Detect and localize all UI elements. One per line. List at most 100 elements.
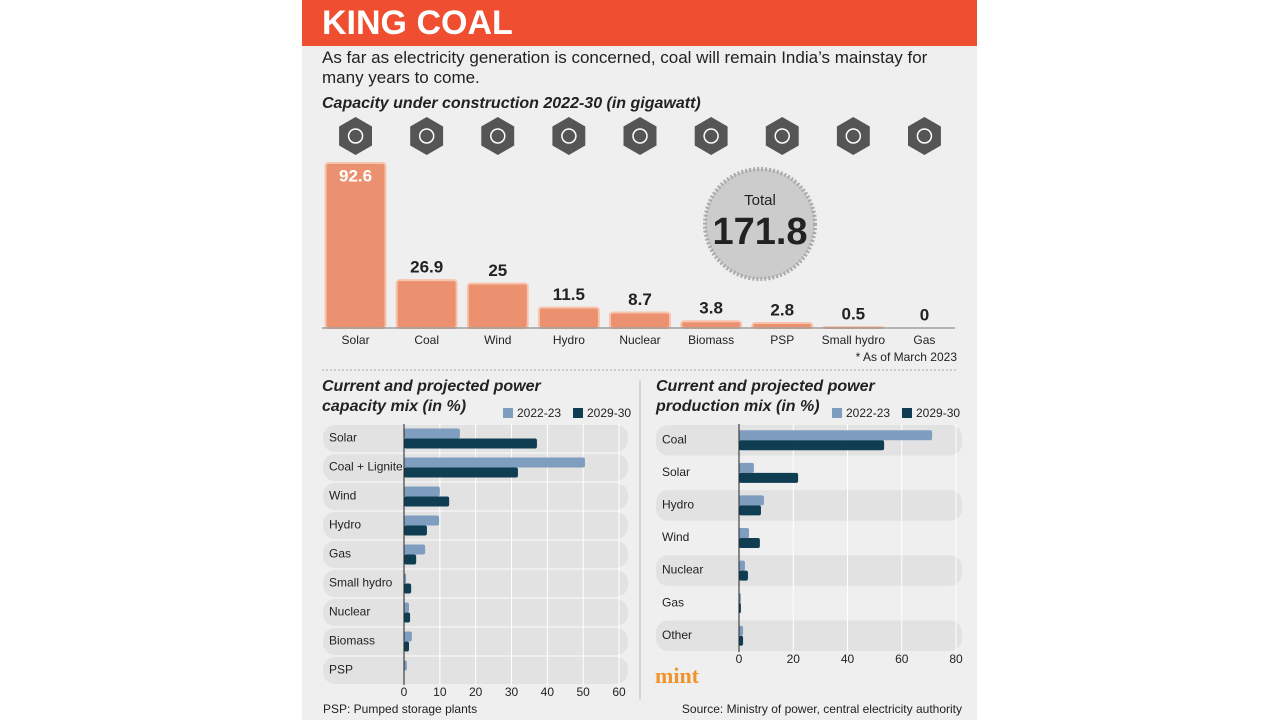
bar [404,602,410,613]
y-tick-label: Wind [329,489,356,503]
header-title: KING COAL [322,4,513,42]
bar [404,496,450,507]
bar [739,462,754,473]
bar [404,612,411,623]
bar [404,486,440,497]
bar [751,322,814,330]
icon [339,117,372,155]
x-tick-label: Coal [414,333,439,347]
bar [324,162,387,329]
legend-label: 2029-30 [587,406,631,420]
legend-label: 2022-23 [517,406,561,420]
icon-glyph [347,128,364,144]
row-band [656,490,962,521]
icon [836,117,870,155]
bar [739,430,933,441]
icon [481,117,515,155]
y-tick-label: Coal + Lignite [329,460,403,474]
x-tick-label: Hydro [553,333,585,347]
x-tick-label: Small hydro [822,333,886,347]
x-tick-label: 60 [895,652,909,666]
legend-swatch [902,408,912,418]
y-tick-label: Other [662,628,692,642]
value-label: 0.5 [842,305,866,324]
legend-swatch [573,408,583,418]
value-label: 92.6 [339,166,372,185]
bar [404,457,585,468]
icon-glyph [703,128,719,144]
bar [404,467,518,478]
y-tick-label: Nuclear [662,563,703,577]
bar [739,440,885,451]
intro: As far as electricity generation is conc… [322,48,928,87]
x-tick-label: 20 [469,685,483,699]
x-tick-label: 40 [541,685,555,699]
bar [739,570,748,581]
y-tick-label: Gas [329,547,351,561]
x-tick-label: 20 [787,652,801,666]
value-label: 3.8 [699,299,723,318]
value-label: 25 [488,261,507,280]
value-label: 2.8 [770,300,794,319]
y-tick-label: PSP [329,663,353,677]
bar [739,505,761,516]
bar [404,631,412,642]
icon [623,117,657,155]
icon [765,117,799,155]
bar [404,428,460,439]
x-tick-label: 60 [612,685,626,699]
icon-glyph [561,128,577,144]
legend-swatch [832,408,842,418]
value-label: 0 [920,305,929,324]
x-tick-label: 0 [401,685,408,699]
note: * As of March 2023 [856,350,958,364]
header-bar [302,0,977,46]
legend-swatch [503,408,513,418]
source: Source: Ministry of power, central elect… [682,702,962,716]
footnote: PSP: Pumped storage plants [323,702,477,716]
bar [739,635,744,646]
y-tick-label: Solar [662,465,690,479]
bar [537,306,600,329]
bar [404,573,407,584]
bar [404,515,440,526]
bar [404,544,426,555]
x-tick-label: 50 [576,685,590,699]
bar [609,311,671,329]
row-band [656,620,962,651]
y-tick-label: Biomass [329,634,375,648]
bar [739,472,799,483]
icon-glyph [418,128,435,144]
x-tick-label: Wind [484,333,511,347]
bar [739,560,745,571]
x-tick-label: PSP [770,333,794,347]
x-tick-label: 80 [949,652,963,666]
bar [404,641,410,652]
bar [404,554,417,565]
value-label: 8.7 [628,290,652,309]
bar [404,525,427,536]
bar [404,660,407,671]
icon [410,117,444,155]
bar [395,279,458,329]
icon-glyph [774,128,790,144]
icons [339,117,941,155]
y-tick-label: Hydro [662,498,694,512]
y-tick-label: Nuclear [329,605,370,619]
bar [739,528,750,538]
x-tick-label: Biomass [688,333,734,347]
bar [739,495,764,506]
legend-label: 2022-23 [846,406,890,420]
value-label: 11.5 [553,285,585,304]
x-tick-label: 10 [433,685,447,699]
x-tick-label: Gas [913,333,935,347]
chart-title: Capacity under construction 2022-30 (in … [322,95,701,112]
logo: mint [655,663,700,688]
x-tick-label: Solar [342,333,370,347]
chart-title: Current and projected power capacity mix… [322,378,541,415]
bar [404,583,412,594]
icon [552,117,586,155]
icon [694,117,728,155]
bar [466,282,529,329]
y-tick-label: Small hydro [329,576,393,590]
